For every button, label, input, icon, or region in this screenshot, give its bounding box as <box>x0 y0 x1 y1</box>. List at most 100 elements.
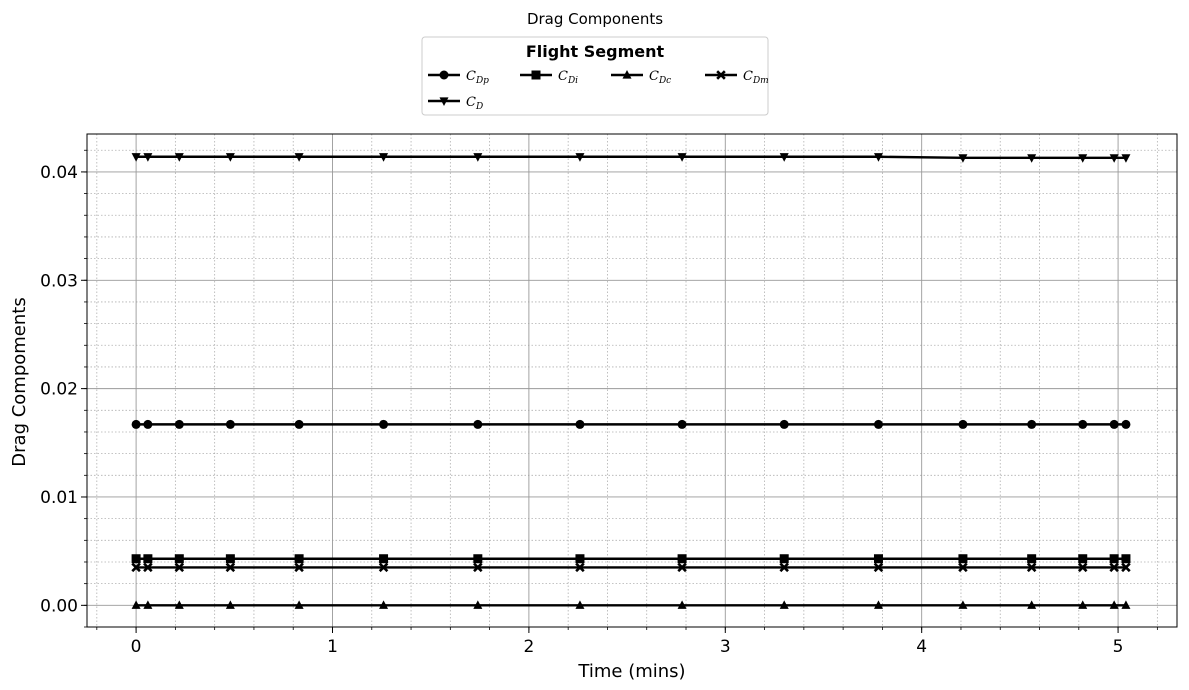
legend-box <box>421 36 769 116</box>
series-c-dp <box>131 419 1131 429</box>
data-point-c-dp <box>294 419 304 429</box>
data-point-c-dc <box>1109 600 1119 609</box>
y-tick-label: 0.03 <box>40 271 78 291</box>
data-point-c-dp <box>1078 419 1088 429</box>
y-tick-label: 0.00 <box>40 596 78 616</box>
data-point-c-dm <box>143 562 153 573</box>
data-point-c-d <box>1027 154 1037 163</box>
data-point-c-dp <box>958 419 968 429</box>
data-point-c-dc <box>677 600 687 609</box>
x-tick-label: 0 <box>131 637 142 657</box>
data-point-c-dp <box>677 419 687 429</box>
data-point-c-d <box>873 153 883 162</box>
data-point-c-di <box>131 554 141 564</box>
y-tick-label: 0.01 <box>40 488 78 508</box>
data-point-c-dm <box>225 562 236 573</box>
data-point-c-d <box>677 153 687 162</box>
data-point-c-dc <box>294 600 304 609</box>
y-tick-label: 0.02 <box>40 380 78 400</box>
data-point-c-di <box>677 554 687 564</box>
data-point-c-dp <box>143 419 153 429</box>
plot-frame <box>86 133 1178 628</box>
data-point-c-dm <box>873 562 884 573</box>
plot-area: 0 1 2 3 4 5 0.00 0.01 0.02 0.03 0.04 <box>40 133 1178 657</box>
data-point-c-di <box>958 554 968 564</box>
data-point-c-dc <box>1121 600 1131 609</box>
data-point-c-di <box>174 554 184 564</box>
plot-background <box>87 134 1177 627</box>
data-point-c-dm <box>677 562 687 573</box>
data-point-c-dp <box>779 419 789 429</box>
data-point-c-di <box>143 554 153 564</box>
x-axis-title: Time (mins) <box>577 661 685 682</box>
data-point-c-d <box>958 154 968 163</box>
data-point-c-dc <box>131 600 141 609</box>
data-point-c-dm <box>174 562 185 573</box>
data-point-c-dm <box>473 562 483 573</box>
data-point-c-dp <box>174 419 184 429</box>
data-point-c-dc <box>379 600 389 609</box>
series-line-c-d <box>136 155 1126 160</box>
x-tick-label: 3 <box>720 637 731 657</box>
data-point-c-dc <box>143 600 153 609</box>
data-point-c-d <box>575 153 585 162</box>
legend-marker-c-dp <box>439 70 449 80</box>
legend-marker-c-dm <box>716 70 726 80</box>
data-point-c-d <box>379 153 389 162</box>
data-point-c-dc <box>174 600 184 609</box>
data-point-c-di <box>379 554 389 564</box>
data-point-c-di <box>473 554 483 564</box>
x-tick-label: 1 <box>327 637 338 657</box>
data-point-c-d <box>131 153 141 162</box>
data-point-c-d <box>1121 154 1131 163</box>
data-point-c-dp <box>225 419 235 429</box>
data-point-c-di <box>575 554 585 564</box>
data-point-c-dp <box>131 419 141 429</box>
data-point-c-dm <box>1109 562 1119 573</box>
data-point-c-d <box>225 153 235 162</box>
legend-marker-c-di <box>531 70 541 80</box>
data-point-c-di <box>294 554 304 564</box>
data-point-c-dm <box>1121 562 1131 573</box>
data-point-c-dp <box>575 419 585 429</box>
data-point-c-dp <box>873 419 883 429</box>
data-point-c-dc <box>1027 600 1037 609</box>
data-point-c-di <box>1121 554 1131 564</box>
legend-title: Flight Segment <box>526 42 665 61</box>
data-point-c-dp <box>379 419 389 429</box>
data-point-c-dc <box>1078 600 1088 609</box>
series-c-di <box>131 554 1131 564</box>
series-c-d <box>131 153 1131 163</box>
legend-marker-c-dc <box>622 70 632 79</box>
data-point-c-di <box>1109 554 1119 564</box>
data-point-c-dm <box>575 562 585 573</box>
data-point-c-di <box>225 554 235 564</box>
y-tick-label: 0.04 <box>40 163 78 183</box>
data-point-c-d <box>294 153 304 162</box>
x-tick-label: 4 <box>916 637 927 657</box>
data-point-c-dm <box>958 562 968 573</box>
data-point-c-di <box>1078 554 1088 564</box>
data-point-c-di <box>779 554 789 564</box>
data-point-c-dp <box>1027 419 1037 429</box>
y-axis-title: Drag Compoments <box>9 297 30 466</box>
data-point-c-dm <box>1077 562 1088 573</box>
data-point-c-di <box>873 554 883 564</box>
axes: 0 1 2 3 4 5 0.00 0.01 0.02 0.03 0.04 <box>40 149 1158 657</box>
series-c-dm <box>131 562 1131 573</box>
series-c-dc <box>131 600 1131 609</box>
data-point-c-d <box>174 153 184 162</box>
data-point-c-di <box>1027 554 1037 564</box>
x-tick-label: 2 <box>523 637 534 657</box>
data-point-c-dp <box>1121 419 1131 429</box>
chart-title: Drag Components <box>527 10 663 28</box>
data-point-c-dc <box>575 600 585 609</box>
legend-marker-c-d <box>439 97 449 106</box>
data-point-c-dc <box>473 600 483 609</box>
x-tick-label: 5 <box>1113 637 1124 657</box>
data-point-c-dc <box>779 600 789 609</box>
data-point-c-dp <box>473 419 483 429</box>
data-point-c-d <box>1078 154 1088 163</box>
